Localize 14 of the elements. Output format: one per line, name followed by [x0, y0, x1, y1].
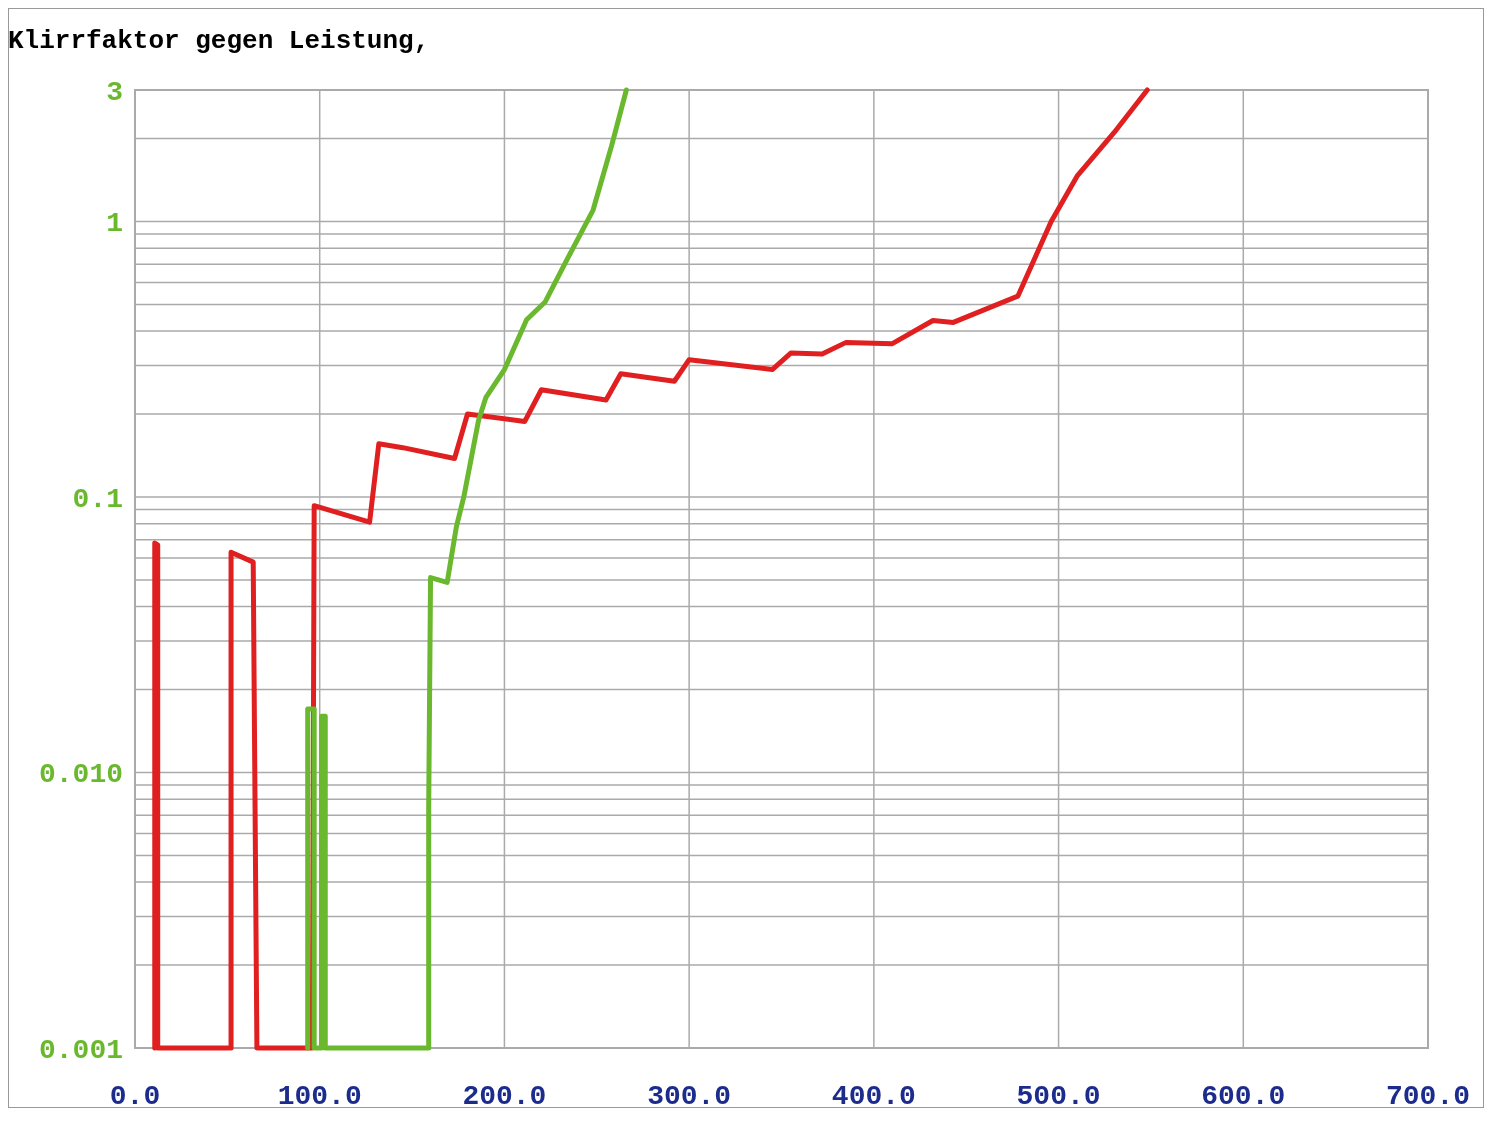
y-tick-label: 0.001	[38, 1035, 123, 1066]
x-tick-label: 700.0	[1385, 1081, 1471, 1112]
x-tick-label: 0.0	[109, 1081, 161, 1112]
x-tick-label: 200.0	[462, 1081, 547, 1112]
y-tick-label: 0.1	[72, 483, 123, 515]
x-tick-label: 600.0	[1201, 1081, 1286, 1112]
x-tick-label: 100.0	[277, 1081, 362, 1112]
x-tick-label: 300.0	[647, 1081, 732, 1112]
chart-title: Klirrfaktor gegen Leistung,	[8, 26, 430, 56]
y-tick-label: 0.010	[38, 759, 123, 791]
y-tick-label: 1	[106, 208, 123, 240]
x-tick-label: 500.0	[1016, 1081, 1101, 1112]
x-tick-label: 400.0	[831, 1081, 916, 1112]
y-tick-label: 3	[106, 77, 123, 108]
